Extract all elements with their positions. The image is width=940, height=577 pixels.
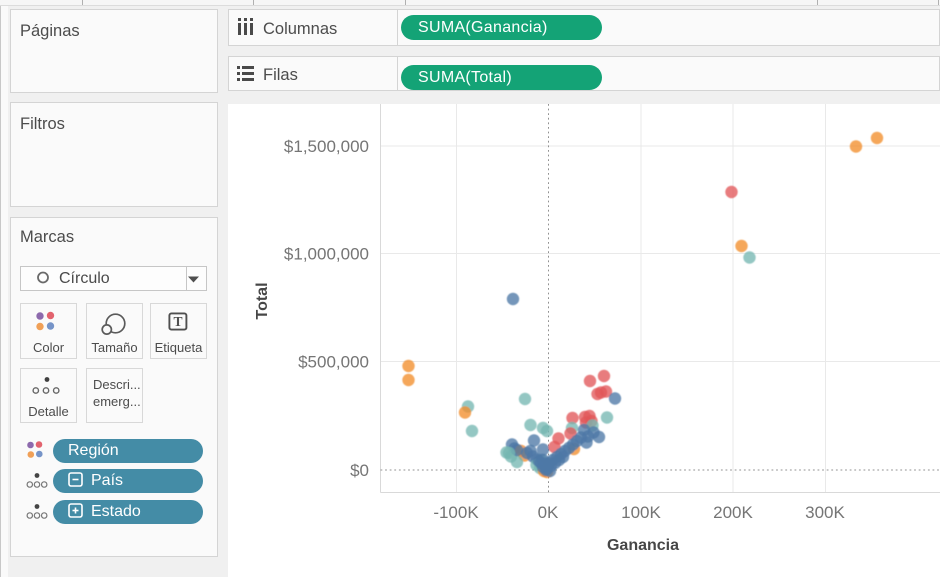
svg-text:$1,500,000: $1,500,000 (284, 137, 369, 156)
svg-text:T: T (173, 314, 182, 329)
svg-text:$500,000: $500,000 (298, 353, 369, 372)
svg-text:0K: 0K (538, 503, 559, 522)
svg-text:300K: 300K (805, 503, 845, 522)
svg-text:Total: Total (254, 282, 271, 319)
svg-text:-100K: -100K (433, 503, 479, 522)
svg-text:Ganancia: Ganancia (607, 537, 679, 554)
svg-text:$0: $0 (350, 461, 369, 480)
svg-text:100K: 100K (621, 503, 661, 522)
svg-text:$1,000,000: $1,000,000 (284, 245, 369, 264)
svg-text:200K: 200K (713, 503, 753, 522)
